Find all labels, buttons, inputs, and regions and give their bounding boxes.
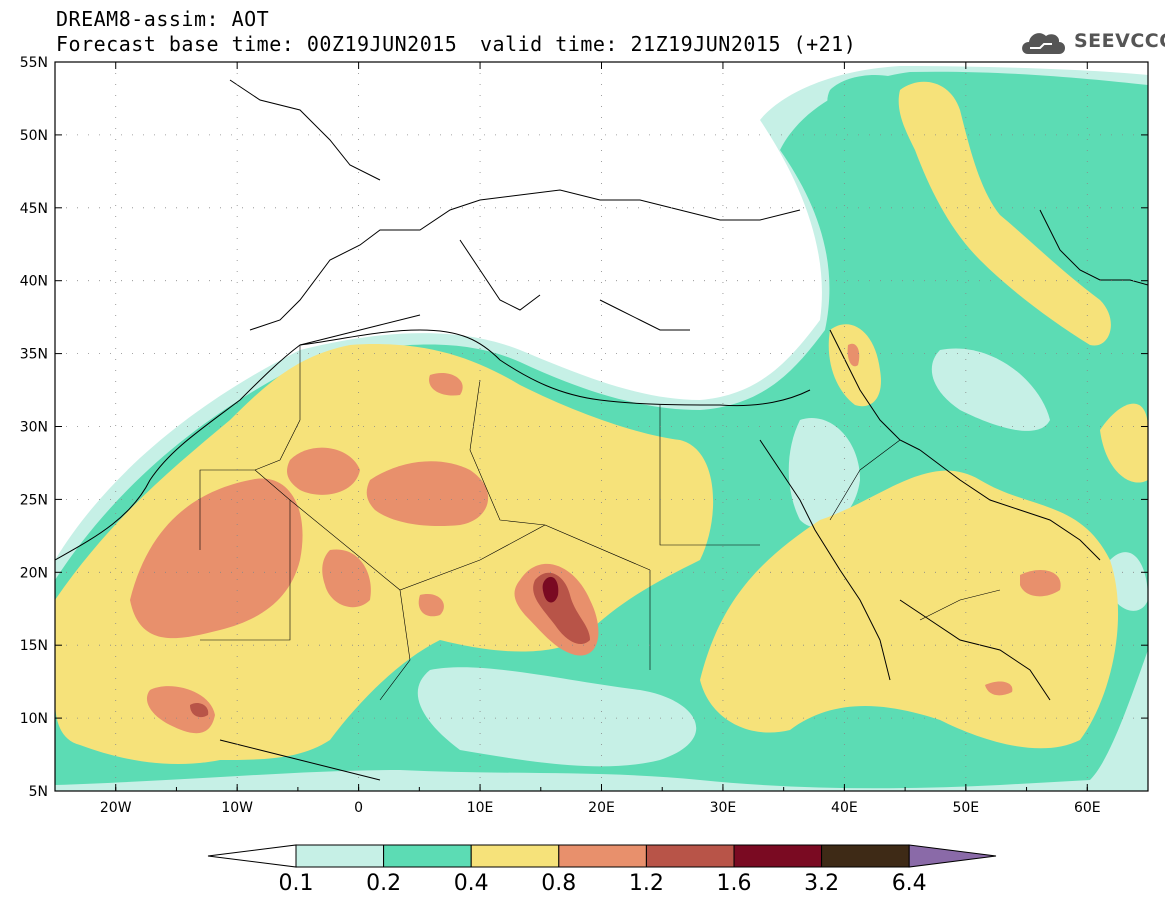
coastlines: [55, 79, 1148, 781]
colorbar: [207, 844, 997, 868]
colorbar-level-label: 0.8: [541, 871, 577, 896]
lat-label: 50N: [20, 128, 48, 144]
colorbar-level-label: 6.4: [891, 871, 927, 896]
colorbar-level-label: 0.4: [453, 871, 489, 896]
title-line-base-time: Forecast base time: 00Z19JUN2015: [56, 32, 458, 56]
colorbar-swatch: [383, 844, 472, 868]
lon-label: 20W: [100, 800, 132, 816]
colorbar-max-arrow: [908, 844, 997, 868]
aot-level-0-8: [130, 343, 1061, 734]
longitude-labels: 20W 10W 0 10E 20E 30E 40E 50E 60E: [100, 800, 1101, 816]
colorbar-level-label: 1.6: [716, 871, 752, 896]
axis-ticks: [54, 61, 1149, 792]
colorbar-swatch: [645, 844, 735, 868]
title-line-valid-time: valid time: 21Z19JUN2015 (+21): [480, 32, 857, 56]
lat-label: 15N: [20, 638, 48, 654]
colorbar-swatch: [470, 844, 560, 868]
lon-label: 40E: [831, 800, 858, 816]
colorbar-swatch: [733, 844, 823, 868]
lon-label: 10E: [467, 800, 494, 816]
colorbar-level-label: 1.2: [628, 871, 664, 896]
lat-label: 40N: [20, 274, 48, 290]
colorbar-level-label: 0.2: [366, 871, 402, 896]
lat-label: 10N: [20, 711, 48, 727]
lon-label: 50E: [952, 800, 979, 816]
colorbar-swatch: [295, 844, 385, 868]
lat-label: 35N: [20, 347, 48, 363]
colorbar-min-arrow: [207, 844, 297, 868]
aot-contour-fields: [55, 62, 1148, 791]
lat-label: 20N: [20, 565, 48, 581]
title-line-product: DREAM8-assim: AOT: [56, 7, 270, 31]
country-borders: [199, 345, 1001, 701]
lat-label: 45N: [20, 201, 48, 217]
lon-label: 30E: [710, 800, 737, 816]
colorbar-level-label: 0.1: [278, 871, 314, 896]
aot-level-0-1-patches: [417, 348, 1148, 767]
lon-label: 0: [354, 800, 363, 816]
aot-level-0-4: [55, 81, 1148, 765]
lon-label: 20E: [588, 800, 615, 816]
lat-label: 5N: [29, 784, 48, 800]
colorbar-level-label: 3.2: [804, 871, 840, 896]
logo-text: SEEVCCC: [1074, 30, 1165, 52]
grid-lines: [55, 62, 1148, 791]
lon-label: 60E: [1074, 800, 1101, 816]
latitude-labels: 55N 50N 45N 40N 35N 30N 25N 20N 15N 10N 5N: [20, 55, 48, 800]
colorbar-swatch: [558, 844, 647, 868]
lat-label: 55N: [20, 55, 48, 71]
lon-label: 10W: [221, 800, 253, 816]
cloud-icon: [1022, 33, 1065, 54]
lat-label: 25N: [20, 492, 48, 508]
colorbar-swatch: [821, 844, 910, 868]
seevccc-logo: SEEVCCC: [1018, 26, 1165, 58]
lat-label: 30N: [20, 420, 48, 436]
aot-level-1-6: [542, 576, 559, 603]
